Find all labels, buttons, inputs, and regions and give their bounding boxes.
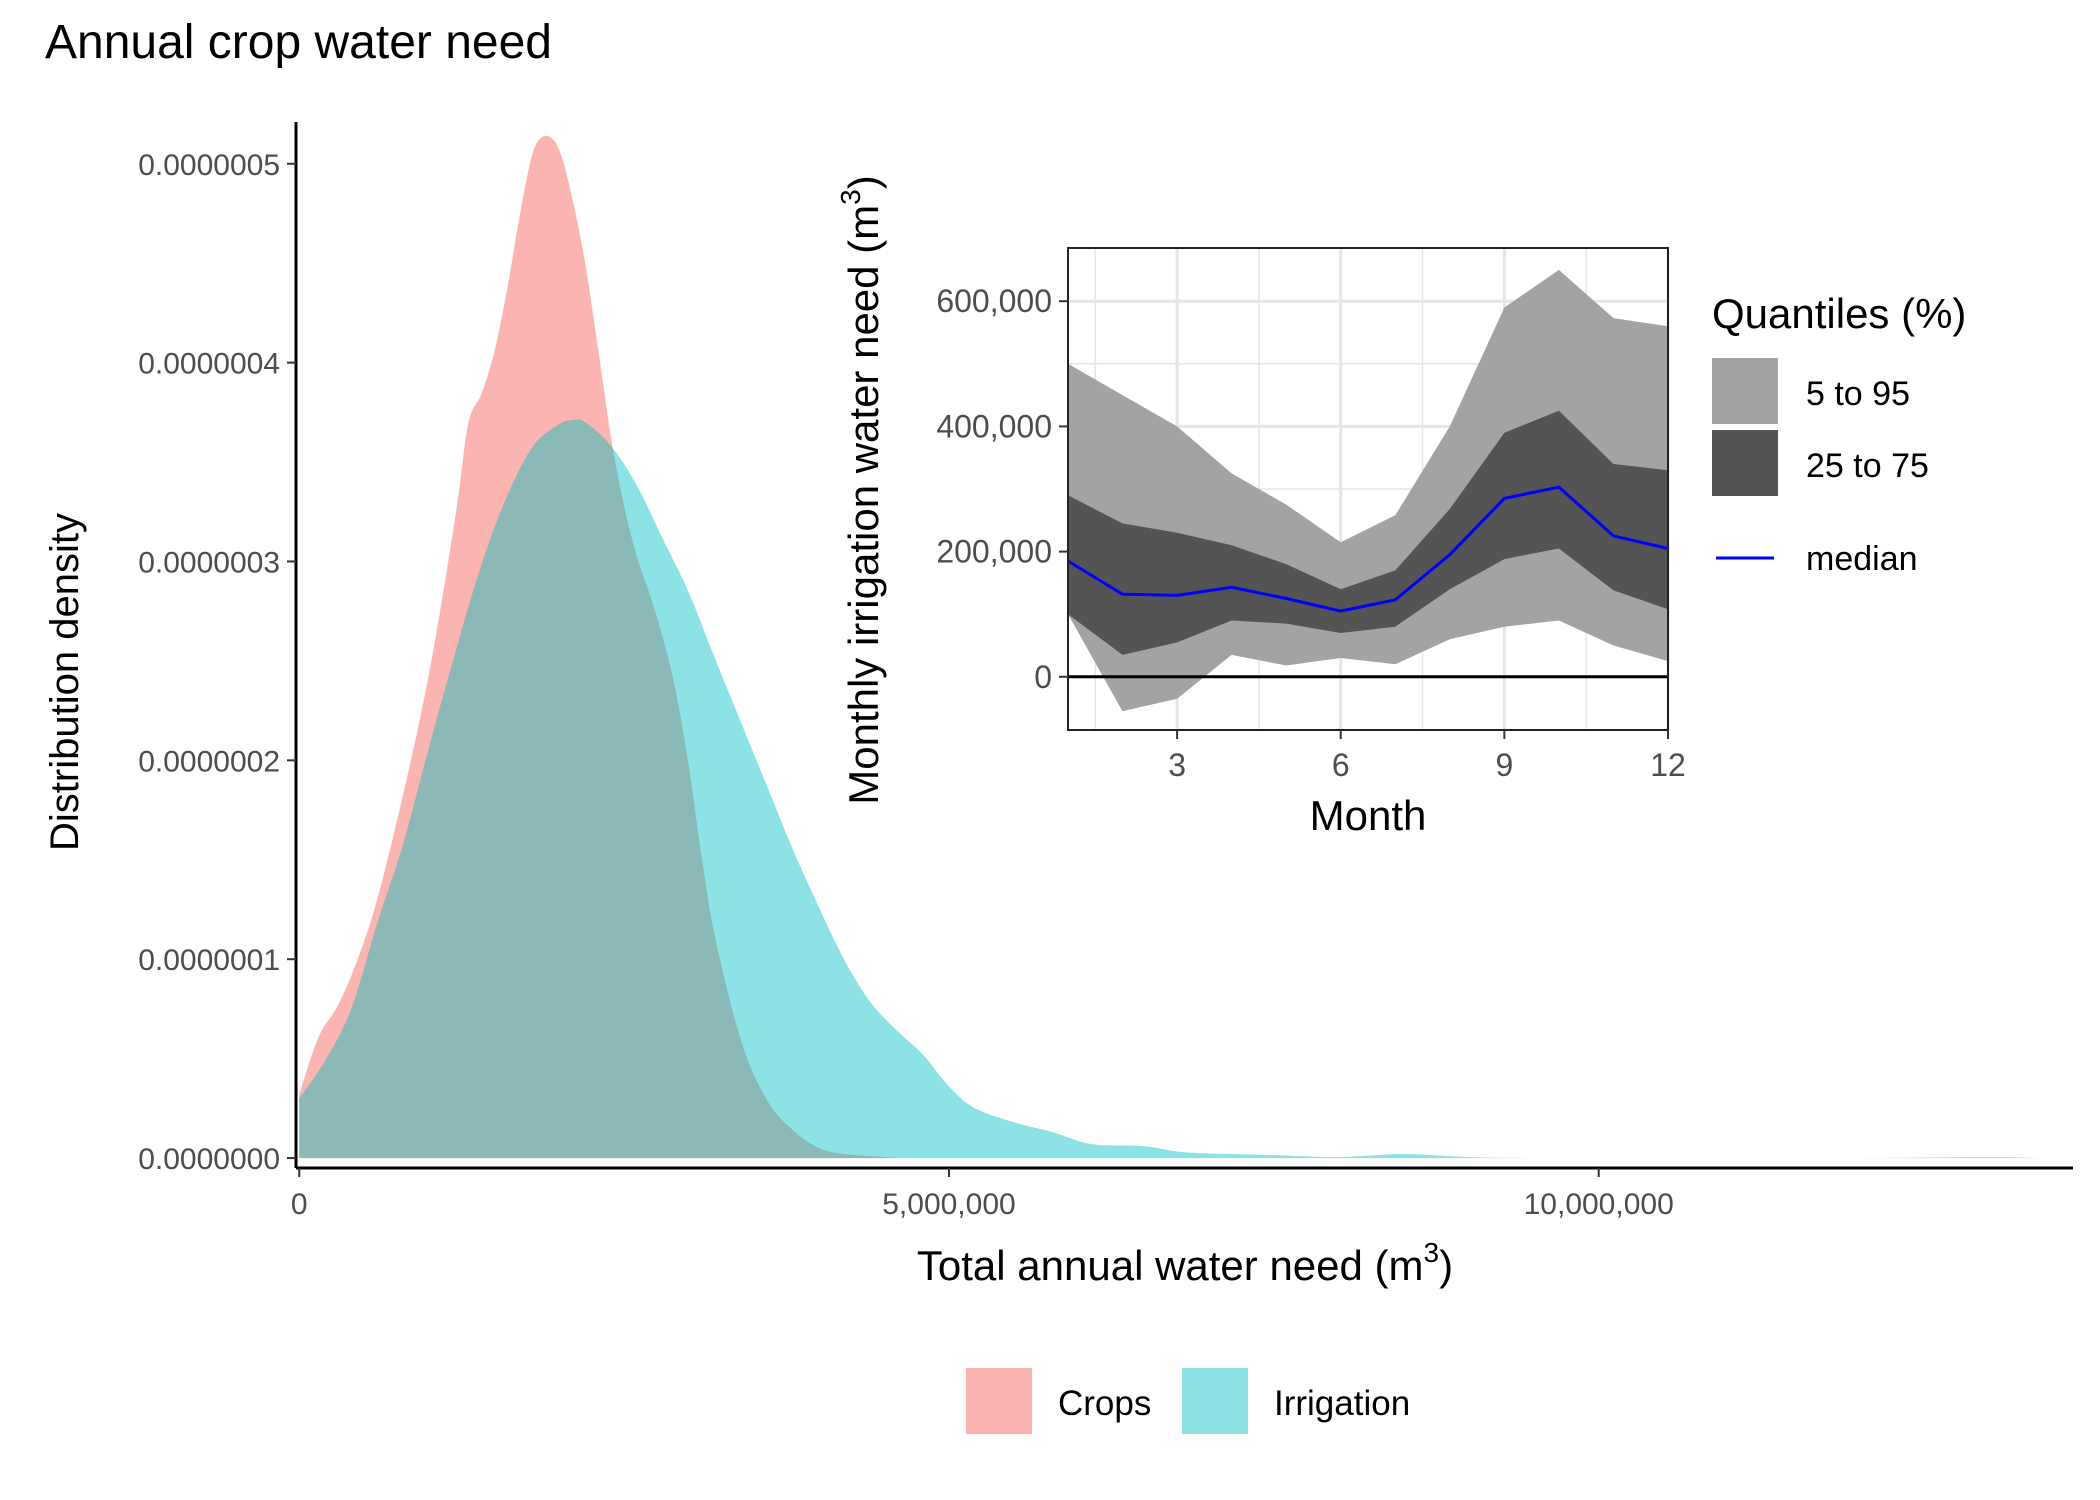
x-axis: 0 5,000,000 10,000,000 Total annual water … bbox=[291, 1166, 2073, 1289]
x-tick-label: 5,000,000 bbox=[882, 1188, 1015, 1221]
inset-y-tick-label: 600,000 bbox=[936, 283, 1052, 319]
band-25-to-75 bbox=[1068, 410, 1668, 655]
y-axis: 0.0000000 0.0000001 0.0000002 0.0000003 0.00… bbox=[43, 122, 298, 1176]
inset-y-axis-title-unit: (m bbox=[840, 205, 887, 266]
inset-x-tick-label: 3 bbox=[1168, 747, 1186, 783]
inset-y-tick-label: 400,000 bbox=[936, 408, 1052, 444]
inset-panel-border bbox=[1067, 247, 1669, 731]
density-areas bbox=[299, 135, 2041, 1159]
y-tick-label: 0.0000000 bbox=[138, 1143, 280, 1176]
x-axis-title-close: ) bbox=[1439, 1242, 1453, 1289]
inset-y-axis-title-close: ) bbox=[840, 175, 887, 189]
x-axis-ticks: 0 5,000,000 10,000,000 bbox=[291, 1168, 1674, 1221]
main-plot: 0.0000000 0.0000001 0.0000002 0.0000003 0.00… bbox=[43, 122, 2073, 1289]
inset-y-tick-label: 200,000 bbox=[936, 534, 1052, 570]
inset-legend-title: Quantiles (%) bbox=[1712, 290, 1966, 337]
inset-legend: Quantiles (%) 5 to 95 25 to 75 median bbox=[1712, 290, 1966, 578]
inset-x-axis-ticks: 3 6 9 12 bbox=[1168, 730, 1686, 783]
main-legend: Crops Irrigation bbox=[966, 1368, 1410, 1434]
legend-key-irrigation bbox=[1182, 1368, 1248, 1434]
inset-plot: 0 200,000 400,000 600,000 3 6 9 12 Month Month… bbox=[835, 175, 1966, 839]
inset-x-tick-label: 9 bbox=[1495, 747, 1513, 783]
x-tick-label: 0 bbox=[291, 1188, 308, 1221]
chart-title: Annual crop water need bbox=[45, 16, 552, 69]
legend-label-crops: Crops bbox=[1058, 1384, 1151, 1423]
inset-y-axis-title-exponent: 3 bbox=[835, 189, 866, 205]
inset-y-tick-label: 0 bbox=[1034, 659, 1052, 695]
legend-key-crops bbox=[966, 1368, 1032, 1434]
inset-y-axis-title: Monthly irrigation water need (m3) bbox=[835, 175, 887, 805]
y-tick-label: 0.0000001 bbox=[138, 944, 280, 977]
y-tick-label: 0.0000003 bbox=[138, 546, 280, 579]
inset-x-axis-title: Month bbox=[1310, 792, 1427, 839]
legend-key-25-to-75 bbox=[1712, 430, 1778, 496]
inset-y-axis-title-text: Monthly irrigation water need bbox=[840, 265, 887, 804]
legend-key-5-to-95 bbox=[1712, 358, 1778, 424]
x-tick-label: 10,000,000 bbox=[1524, 1188, 1674, 1221]
x-axis-title-text: Total annual water need bbox=[917, 1242, 1363, 1289]
x-axis-title-exponent: 3 bbox=[1424, 1237, 1440, 1268]
y-axis-ticks: 0.0000000 0.0000001 0.0000002 0.0000003 0.00… bbox=[138, 149, 296, 1176]
y-axis-title: Distribution density bbox=[43, 513, 87, 851]
inset-x-tick-label: 12 bbox=[1650, 747, 1686, 783]
inset-y-axis-ticks: 0 200,000 400,000 600,000 bbox=[936, 283, 1068, 695]
y-tick-label: 0.0000002 bbox=[138, 745, 280, 778]
legend-label-5-to-95: 5 to 95 bbox=[1806, 375, 1910, 413]
inset-areas bbox=[1067, 269, 1669, 712]
y-tick-label: 0.0000005 bbox=[138, 149, 280, 182]
density-area-crops bbox=[299, 135, 897, 1159]
legend-label-25-to-75: 25 to 75 bbox=[1806, 447, 1929, 485]
x-axis-title: Total annual water need (m3) bbox=[917, 1237, 1453, 1289]
median-line bbox=[1067, 485, 1669, 613]
x-axis-title-unit: (m bbox=[1363, 1242, 1424, 1289]
legend-label-median: median bbox=[1806, 540, 1918, 578]
legend-label-irrigation: Irrigation bbox=[1274, 1384, 1410, 1423]
density-area-irrigation bbox=[299, 419, 2041, 1159]
inset-x-tick-label: 6 bbox=[1332, 747, 1350, 783]
y-tick-label: 0.0000004 bbox=[138, 348, 280, 381]
